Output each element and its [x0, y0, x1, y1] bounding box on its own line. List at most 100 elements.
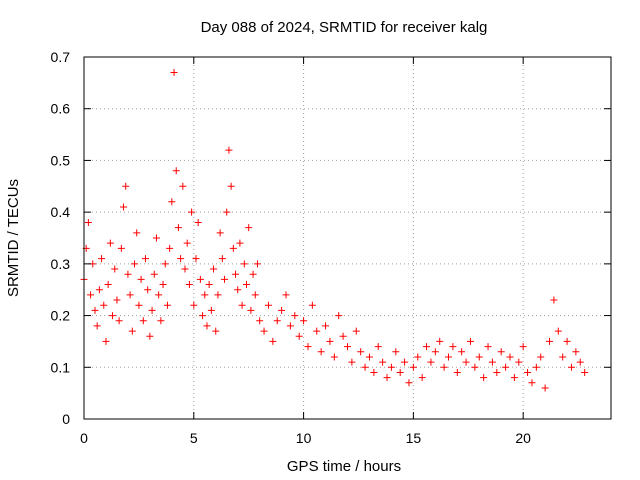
data-point	[559, 353, 567, 361]
data-point	[278, 306, 286, 314]
data-point	[286, 322, 294, 330]
data-point	[102, 337, 110, 345]
data-point	[242, 281, 250, 289]
data-point	[253, 260, 261, 268]
x-tick-label: 20	[515, 430, 531, 446]
data-point	[466, 337, 474, 345]
data-point	[157, 317, 165, 325]
data-point	[95, 286, 103, 294]
y-tick-label: 0.4	[51, 204, 71, 220]
data-point	[519, 343, 527, 351]
data-point	[192, 255, 200, 263]
data-point	[232, 270, 240, 278]
data-point	[196, 275, 204, 283]
data-point	[581, 368, 589, 376]
data-point	[203, 322, 211, 330]
data-point	[249, 270, 257, 278]
data-point	[205, 281, 213, 289]
data-point	[370, 368, 378, 376]
data-point	[223, 208, 231, 216]
data-point	[183, 239, 191, 247]
chart-title: Day 088 of 2024, SRMTID for receiver kal…	[201, 19, 488, 36]
data-point	[100, 301, 108, 309]
y-tick-label: 0.3	[51, 256, 71, 272]
data-points	[80, 69, 589, 392]
data-point	[185, 281, 193, 289]
data-point	[207, 306, 215, 314]
data-point	[458, 348, 466, 356]
axis-ticks: 0 0.1 0.2 0.3 0.4 0.5 0.6 0.7 0 5 10 15 20	[51, 49, 611, 446]
data-point	[194, 218, 202, 226]
data-point	[401, 358, 409, 366]
data-point	[234, 286, 242, 294]
data-point	[225, 146, 233, 154]
data-point	[113, 296, 121, 304]
data-point	[414, 353, 422, 361]
data-point	[163, 301, 171, 309]
data-point	[567, 363, 575, 371]
data-point	[264, 301, 272, 309]
data-point	[493, 368, 501, 376]
data-point	[174, 224, 182, 232]
data-point	[554, 327, 562, 335]
data-point	[131, 260, 139, 268]
data-point	[144, 286, 152, 294]
data-point	[344, 343, 351, 351]
data-point	[269, 337, 277, 345]
data-point	[181, 265, 189, 273]
data-point	[152, 234, 160, 242]
data-point	[109, 312, 117, 320]
data-point	[497, 348, 505, 356]
data-point	[247, 306, 255, 314]
data-point	[122, 182, 130, 190]
data-point	[471, 363, 479, 371]
data-point	[124, 270, 132, 278]
data-point	[245, 224, 253, 232]
data-point	[170, 69, 178, 77]
data-point	[148, 306, 156, 314]
data-point	[335, 312, 343, 320]
data-point	[168, 198, 176, 206]
data-point	[541, 384, 549, 392]
gridlines	[84, 57, 611, 419]
data-point	[84, 218, 92, 226]
y-axis-title: SRMTID / TECUs	[5, 179, 22, 297]
data-point	[282, 291, 290, 299]
data-point	[317, 348, 325, 356]
data-point	[339, 332, 347, 340]
data-point	[115, 317, 123, 325]
data-point	[199, 312, 207, 320]
data-point	[348, 358, 356, 366]
y-tick-label: 0	[62, 411, 70, 427]
data-point	[188, 208, 196, 216]
data-point	[155, 291, 163, 299]
data-point	[546, 337, 554, 345]
data-point	[111, 265, 119, 273]
data-point	[392, 348, 400, 356]
data-point	[431, 348, 439, 356]
data-point	[260, 327, 268, 335]
data-point	[488, 358, 496, 366]
y-tick-label: 0.7	[51, 49, 71, 65]
y-tick-label: 0.2	[51, 308, 71, 324]
data-point	[383, 374, 391, 382]
data-point	[251, 291, 259, 299]
data-point	[177, 255, 185, 263]
data-point	[453, 368, 461, 376]
data-point	[361, 363, 369, 371]
data-point	[179, 182, 187, 190]
data-point	[159, 281, 167, 289]
x-tick-label: 15	[406, 430, 422, 446]
data-point	[166, 244, 174, 252]
data-point	[216, 229, 224, 237]
data-point	[172, 167, 180, 175]
x-tick-label: 5	[190, 430, 198, 446]
data-point	[484, 343, 492, 351]
y-tick-label: 0.1	[51, 359, 71, 375]
data-point	[502, 363, 510, 371]
data-point	[120, 203, 128, 211]
data-point	[445, 353, 453, 361]
data-point	[212, 327, 220, 335]
data-point	[379, 358, 387, 366]
